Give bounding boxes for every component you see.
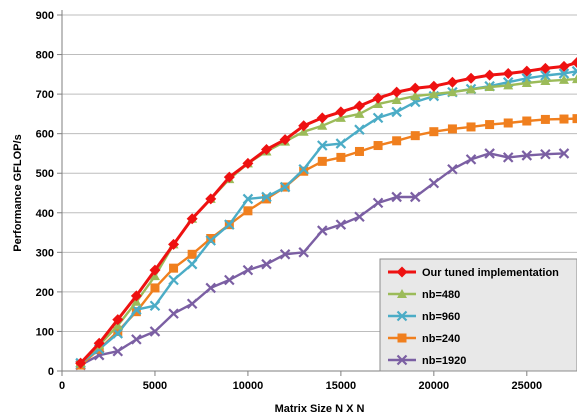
data-point (541, 115, 550, 124)
y-tick-label: 100 (36, 326, 54, 338)
data-point (504, 118, 513, 127)
legend-label: nb=480 (422, 289, 460, 301)
legend-marker (398, 334, 407, 343)
legend-label: nb=240 (422, 333, 460, 345)
data-point (150, 283, 159, 292)
x-tick-label: 10000 (233, 380, 264, 392)
x-tick-label: 0 (59, 380, 65, 392)
y-tick-label: 700 (36, 89, 54, 101)
y-tick-label: 600 (36, 129, 54, 141)
data-point (243, 206, 252, 215)
data-point (188, 250, 197, 259)
y-tick-label: 900 (36, 10, 54, 22)
y-tick-label: 0 (48, 366, 54, 378)
x-tick-label: 20000 (419, 380, 450, 392)
data-point (559, 115, 568, 124)
legend: Our tuned implementation nb=480 nb=960 nb=2… (380, 259, 577, 371)
data-point (485, 120, 494, 129)
data-point (467, 122, 476, 131)
data-point (318, 157, 327, 166)
x-tick-label: 15000 (326, 380, 357, 392)
data-point (169, 264, 178, 273)
x-tick-label: 25000 (512, 380, 543, 392)
legend-label: nb=1920 (422, 355, 466, 367)
y-tick-label: 800 (36, 50, 54, 62)
y-tick-label: 400 (36, 208, 54, 220)
x-tick-label: 5000 (143, 380, 167, 392)
data-point (355, 147, 364, 156)
y-tick-label: 500 (36, 168, 54, 180)
data-point (429, 127, 438, 136)
y-tick-label: 200 (36, 287, 54, 299)
data-point (448, 124, 457, 133)
data-point (411, 131, 420, 140)
data-point (573, 114, 577, 123)
y-axis-title: Performance GFLOP/s (12, 134, 24, 251)
legend-label: nb=960 (422, 311, 460, 323)
legend-label: Our tuned implementation (422, 267, 559, 279)
data-point (336, 153, 345, 162)
data-point (522, 117, 531, 126)
data-point (374, 141, 383, 150)
y-tick-label: 300 (36, 247, 54, 259)
x-axis-title: Matrix Size N X N (275, 403, 365, 415)
data-point (392, 136, 401, 145)
